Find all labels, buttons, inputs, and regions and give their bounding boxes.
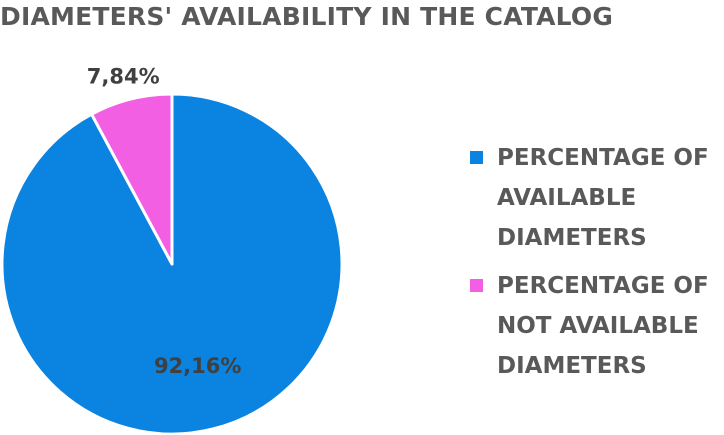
legend-swatch-available (470, 151, 483, 164)
legend-item-available: PERCENTAGE OF AVAILABLE DIAMETERS (470, 138, 724, 258)
legend-label-not-available: PERCENTAGE OF NOT AVAILABLE DIAMETERS (497, 273, 709, 379)
legend-item-not-available: PERCENTAGE OF NOT AVAILABLE DIAMETERS (470, 266, 724, 386)
legend-label-available: PERCENTAGE OF AVAILABLE DIAMETERS (497, 145, 709, 251)
data-label-not-available: 7,84% (87, 65, 160, 89)
chart-title: DIAMETERS' AVAILABILITY IN THE CATALOG (0, 2, 614, 31)
legend-swatch-not-available (470, 279, 483, 292)
data-label-available: 92,16% (154, 354, 241, 378)
slice-not-available (90, 92, 174, 266)
legend: PERCENTAGE OF AVAILABLE DIAMETERS PERCEN… (470, 138, 724, 394)
